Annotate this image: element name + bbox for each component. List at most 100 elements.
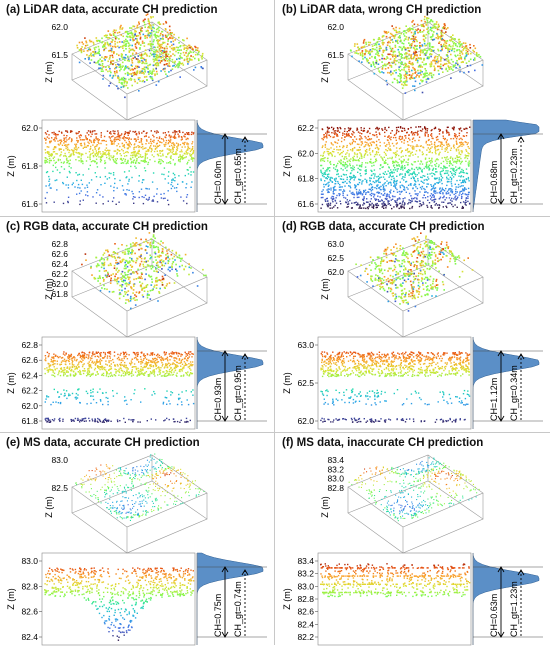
y-tick-label: 62.2	[297, 123, 314, 133]
z-axis-label: Z (m)	[320, 496, 330, 518]
point-cloud	[81, 232, 207, 309]
z-tick-label: 62.0	[51, 22, 68, 32]
y-tick-label: 82.6	[297, 607, 314, 617]
z-tick-label: 61.5	[327, 50, 344, 60]
view3d: Z (m) 63.0 62.5 62.0	[320, 232, 483, 337]
panel-b: (b) LiDAR data, wrong CH prediction Z (m…	[278, 2, 548, 215]
side-points	[320, 351, 470, 423]
grid-line-h2	[0, 432, 550, 433]
height-histogram	[473, 553, 543, 645]
panel-d: (d) RGB data, accurate CH prediction Z (…	[278, 219, 548, 432]
z-tick-label: 82.8	[327, 483, 344, 493]
y-tick-label: 62.6	[21, 355, 38, 365]
side-points	[320, 126, 470, 209]
point-cloud	[75, 454, 204, 522]
z-tick-label: 62.0	[327, 267, 344, 277]
y-tick-label: 62.0	[21, 401, 38, 411]
y-tick-label: 83.0	[297, 581, 314, 591]
height-histogram	[197, 553, 267, 645]
ch-label: CH=0.60m	[213, 161, 223, 204]
z-tick-label: 82.5	[51, 483, 68, 493]
side-plot-frame	[318, 553, 471, 645]
z-tick-label: 83.0	[51, 455, 68, 465]
ch-gt-label: CH_gt=0.65m	[233, 148, 243, 204]
y-tick-label: 62.0	[21, 123, 38, 133]
y-tick-label: 62.5	[297, 378, 314, 388]
side-points	[44, 567, 194, 641]
z-tick-label: 61.8	[51, 289, 68, 299]
y-tick-label: 82.8	[297, 594, 314, 604]
ch-label: CH=0.63m	[489, 594, 499, 637]
z-tick-label: 62.0	[51, 279, 68, 289]
y-tick-label: 61.8	[297, 174, 314, 184]
z-tick-label: 62.5	[327, 253, 344, 263]
ch-gt-label: CH_gt=0.74m	[233, 581, 243, 637]
z-tick-label: 63.0	[327, 239, 344, 249]
z-tick-label: 62.6	[51, 249, 68, 259]
y-tick-label: 62.2	[21, 386, 38, 396]
y-axis-label: Z (m)	[6, 155, 16, 177]
y-tick-label: 62.0	[297, 148, 314, 158]
height-histogram	[197, 120, 267, 212]
y-axis-label: Z (m)	[282, 155, 292, 177]
z-tick-label: 62.8	[51, 239, 68, 249]
panel-f: (f) MS data, inaccurate CH prediction Z …	[278, 435, 548, 648]
point-cloud	[350, 16, 483, 94]
y-tick-label: 63.0	[297, 340, 314, 350]
height-histogram	[197, 337, 267, 429]
y-tick-label: 82.2	[297, 632, 314, 642]
axis-box	[72, 239, 207, 337]
axis-box	[348, 239, 483, 337]
panel-c: (c) RGB data, accurate CH prediction Z (…	[2, 219, 272, 432]
y-tick-label: 62.8	[21, 340, 38, 350]
ch-gt-label: CH_gt=0.95m	[233, 365, 243, 421]
side-plot-frame	[318, 337, 471, 429]
y-axis-label: Z (m)	[6, 372, 16, 394]
z-tick-label: 62.2	[51, 269, 68, 279]
z-axis-label: Z (m)	[320, 61, 330, 83]
y-tick-label: 83.0	[21, 556, 38, 566]
ch-label: CH=0.93m	[213, 378, 223, 421]
z-tick-label: 62.0	[327, 22, 344, 32]
side-points	[320, 563, 470, 597]
side-points	[44, 351, 194, 423]
side-view: Z (m) 62.0 61.8 61.6 CH=0.60m CH_gt=0.65m	[6, 120, 267, 212]
z-tick-label: 62.4	[51, 259, 68, 269]
panel-graphics: Z (m)83.483.283.082.8Z (m)83.483.283.082…	[278, 435, 548, 648]
side-plot-frame	[42, 337, 195, 429]
y-tick-label: 83.4	[297, 556, 314, 566]
y-axis-label: Z (m)	[6, 588, 16, 610]
view3d: Z (m) 62.0 61.5	[320, 16, 483, 120]
y-tick-label: 62.4	[21, 370, 38, 380]
y-axis-label: Z (m)	[282, 372, 292, 394]
y-tick-label: 61.8	[21, 161, 38, 171]
z-tick-label: 61.5	[51, 50, 68, 60]
z-axis-label: Z (m)	[44, 61, 54, 83]
height-histogram	[473, 120, 543, 212]
z-axis-label: Z (m)	[320, 278, 330, 300]
z-axis-label: Z (m)	[44, 496, 54, 518]
y-tick-label: 61.6	[297, 199, 314, 209]
point-cloud	[76, 13, 203, 98]
y-tick-label: 61.6	[21, 199, 38, 209]
ch-gt-label: CH_gt=1.23m	[509, 581, 519, 637]
view3d: Z (m) 62.0 61.5	[44, 13, 207, 120]
point-cloud	[349, 457, 480, 521]
y-tick-label: 82.4	[297, 619, 314, 629]
ch-label: CH=0.75m	[213, 594, 223, 637]
y-tick-label: 82.4	[21, 632, 38, 642]
panel-graphics: Z (m)62.862.662.462.262.061.8Z (m)62.862…	[2, 219, 272, 432]
y-tick-label: 83.2	[297, 569, 314, 579]
view3d: Z (m) 83.0 82.5	[44, 454, 207, 554]
y-tick-label: 62.0	[297, 416, 314, 426]
axis-box	[348, 455, 483, 553]
panel-a: (a) LiDAR data, accurate CH prediction Z…	[2, 2, 272, 215]
y-tick-label: 82.6	[21, 607, 38, 617]
height-histogram	[473, 337, 543, 429]
grid-line-vertical	[274, 0, 275, 645]
